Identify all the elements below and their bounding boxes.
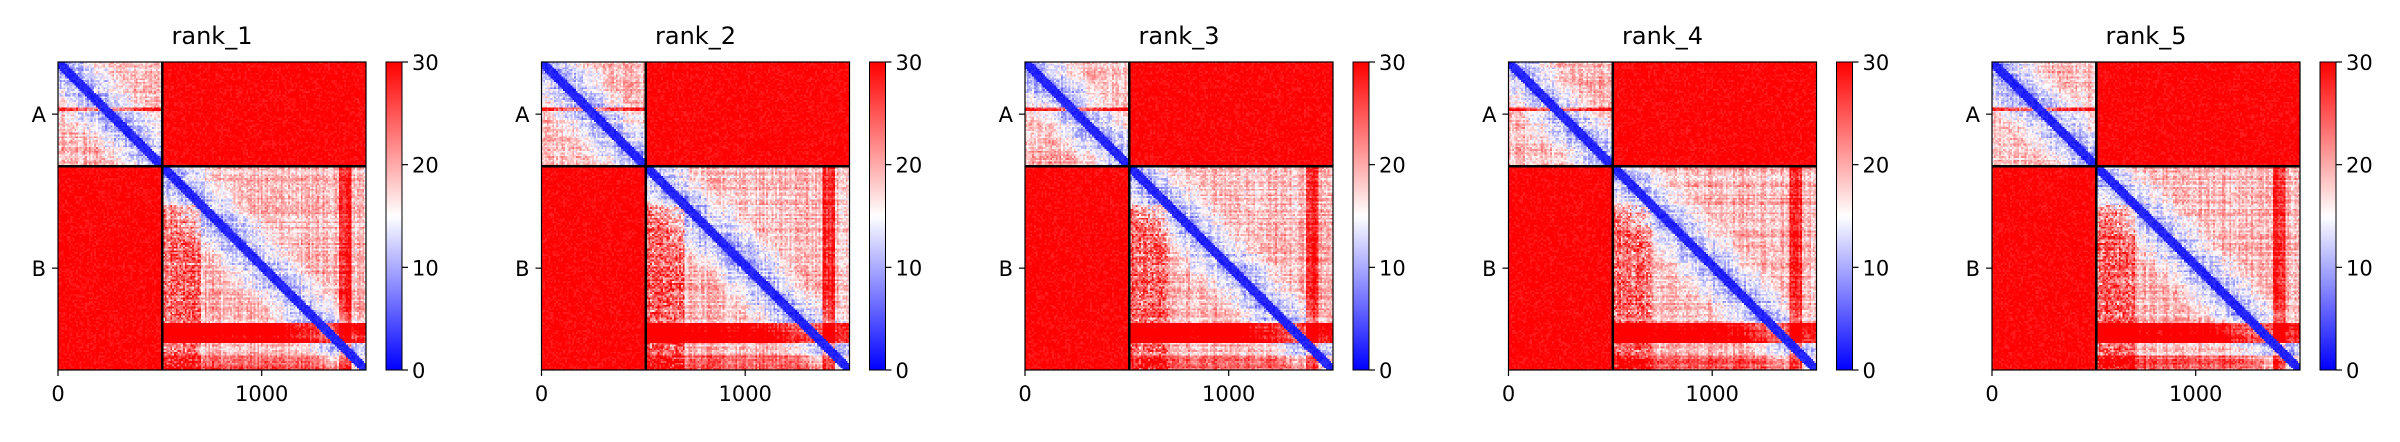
chain-label-A: A	[515, 103, 530, 127]
panel-title: rank_2	[655, 22, 736, 50]
panel-1: rank_1 A B 0 1000 0 10 20 30	[32, 22, 439, 406]
chain-label-B: B	[1482, 257, 1496, 281]
pae-heatmap	[58, 62, 366, 370]
panel-2: rank_2 A B 0 1000 0 10 20 30	[515, 22, 922, 406]
x-tick-label: 0	[535, 382, 548, 406]
chain-label-B: B	[515, 257, 529, 281]
pae-heatmap	[541, 62, 850, 370]
chain-label-B: B	[1966, 257, 1980, 281]
colorbar-tick-label: 20	[896, 154, 923, 178]
colorbar-tick-label: 20	[1863, 154, 1890, 178]
x-tick-label: 0	[1502, 382, 1515, 406]
chain-label-B: B	[32, 257, 46, 281]
chain-label-B: B	[999, 257, 1013, 281]
x-tick-label: 1000	[1202, 382, 1255, 406]
panel-3: rank_3 A B 0 1000 0 10 20 30	[999, 22, 1406, 406]
colorbar-tick-label: 0	[896, 359, 909, 383]
panel-5: rank_5 A B 0 1000 0 10 20 30	[1966, 22, 2373, 406]
chain-label-A: A	[1966, 103, 1981, 127]
plot-frame	[1991, 61, 2301, 371]
colorbar-tick-label: 10	[896, 256, 923, 280]
colorbar-tick-label: 10	[2346, 256, 2373, 280]
x-tick-label: 1000	[1685, 382, 1738, 406]
chain-label-A: A	[32, 103, 47, 127]
panel-title: rank_3	[1139, 22, 1220, 50]
colorbar-tick-label: 10	[1379, 256, 1406, 280]
x-tick-label: 0	[1985, 382, 1998, 406]
colorbar	[1352, 61, 1370, 371]
colorbar	[385, 61, 403, 371]
panel-title: rank_5	[2106, 22, 2187, 50]
colorbar-tick-label: 30	[896, 51, 923, 75]
x-tick-label: 1000	[718, 382, 771, 406]
colorbar-tick-label: 20	[1379, 154, 1406, 178]
colorbar-tick-label: 0	[1863, 359, 1876, 383]
x-tick-label: 0	[51, 382, 64, 406]
x-tick-label: 0	[1018, 382, 1031, 406]
panel-title: rank_1	[172, 22, 253, 50]
chain-label-A: A	[1482, 103, 1497, 127]
x-tick-label: 1000	[235, 382, 288, 406]
colorbar	[869, 61, 886, 371]
colorbar-tick-label: 30	[1863, 51, 1890, 75]
colorbar-tick-label: 30	[1379, 51, 1406, 75]
panel-title: rank_4	[1622, 22, 1703, 50]
plot-frame	[540, 61, 851, 371]
colorbar-tick-label: 30	[2346, 51, 2373, 75]
chain-label-A: A	[999, 103, 1014, 127]
plot-frame	[1507, 61, 1818, 371]
colorbar-tick-label: 10	[1863, 256, 1890, 280]
colorbar-tick-label: 10	[412, 256, 439, 280]
pae-heatmap	[1508, 62, 1817, 370]
colorbar-tick-label: 0	[1379, 359, 1392, 383]
pae-heatmap	[1025, 62, 1333, 370]
colorbar	[2319, 61, 2337, 371]
colorbar-tick-label: 0	[2346, 359, 2359, 383]
x-tick-label: 1000	[2169, 382, 2222, 406]
colorbar-tick-label: 20	[412, 154, 439, 178]
colorbar-tick-label: 30	[412, 51, 439, 75]
panel-4: rank_4 A B 0 1000 0 10 20 30	[1482, 22, 1889, 406]
plot-frame	[1024, 61, 1334, 371]
plot-frame	[57, 61, 367, 371]
pae-heatmap	[1992, 62, 2300, 370]
colorbar-tick-label: 20	[2346, 154, 2373, 178]
colorbar-tick-label: 0	[412, 359, 425, 383]
colorbar	[1836, 61, 1853, 371]
